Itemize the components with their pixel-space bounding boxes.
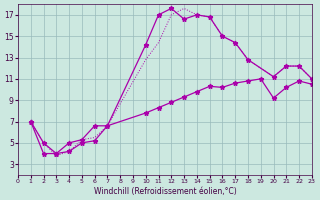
X-axis label: Windchill (Refroidissement éolien,°C): Windchill (Refroidissement éolien,°C)	[93, 187, 236, 196]
